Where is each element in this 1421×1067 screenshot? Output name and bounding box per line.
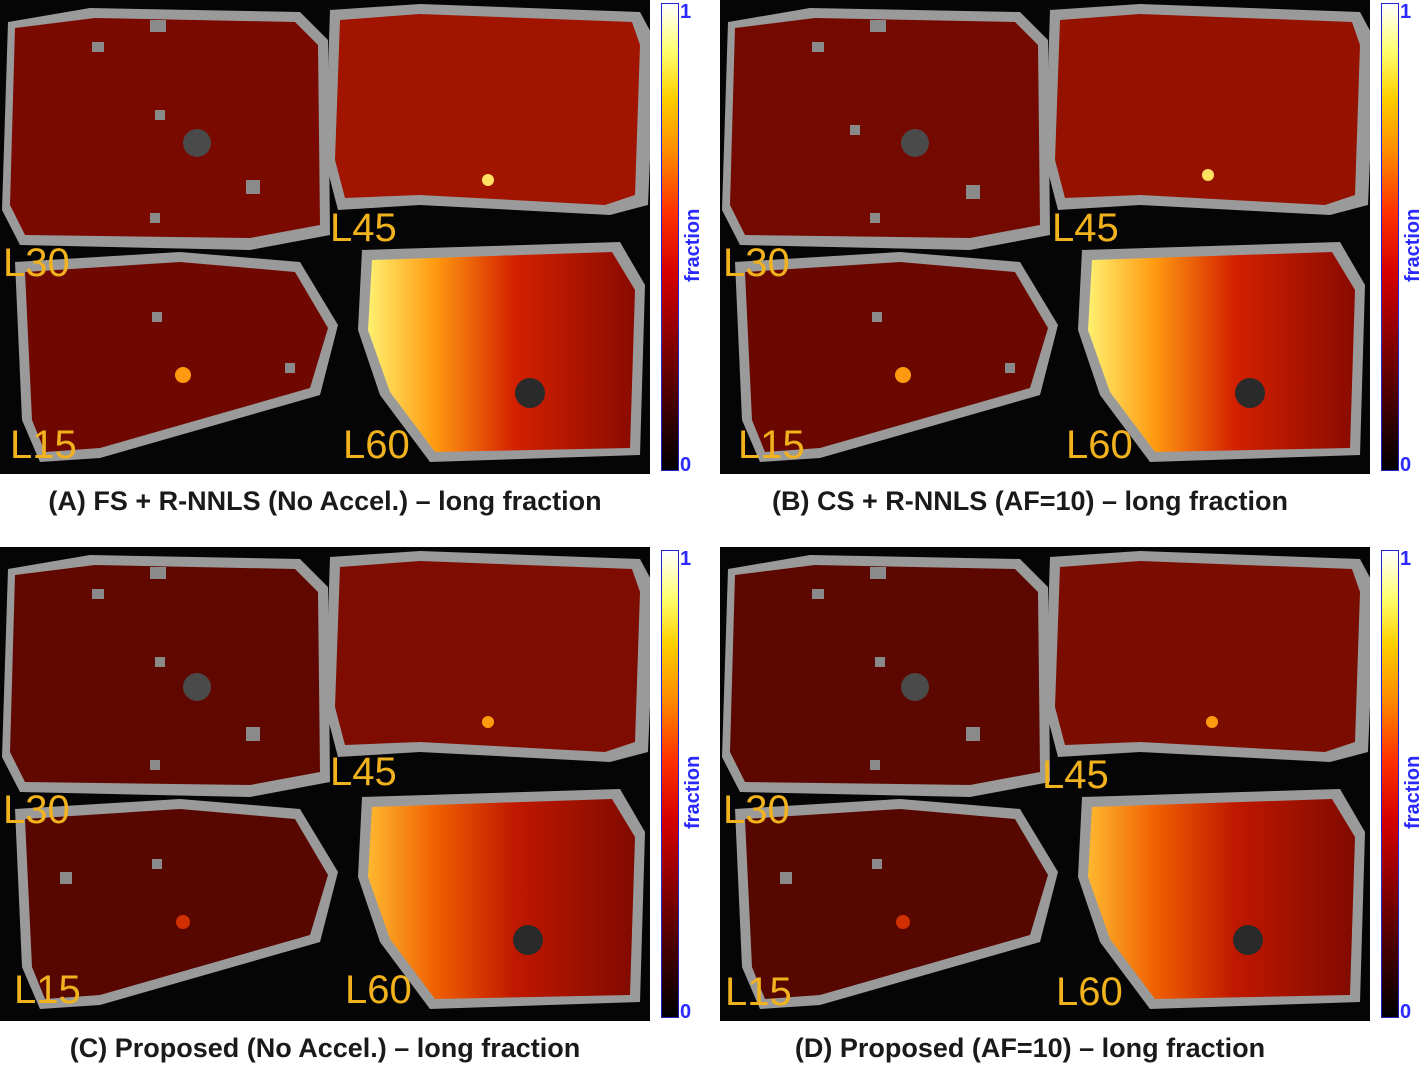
panel-a-image xyxy=(0,0,650,474)
roi-label-l45: L45 xyxy=(1052,206,1119,250)
panel-d-caption: (D) Proposed (AF=10) – long fraction xyxy=(794,1033,1266,1063)
colorbar xyxy=(1381,550,1399,1018)
roi-label-l30: L30 xyxy=(3,788,70,832)
roi-label-l45: L45 xyxy=(1042,753,1109,797)
colorbar-max-tick: 1 xyxy=(1400,1,1412,23)
roi-label-l60: L60 xyxy=(1056,970,1123,1014)
roi-label-l15: L15 xyxy=(738,423,805,467)
roi-label-l15: L15 xyxy=(725,970,792,1014)
roi-label-l15: L15 xyxy=(10,423,77,467)
colorbar-min-tick: 0 xyxy=(680,1001,692,1023)
roi-label-l60: L60 xyxy=(1066,423,1133,467)
roi-label-l60: L60 xyxy=(345,968,412,1012)
panel-b-image xyxy=(720,0,1370,474)
roi-label-l60: L60 xyxy=(343,423,410,467)
colorbar-min-tick: 0 xyxy=(1400,454,1412,476)
colorbar xyxy=(661,550,679,1018)
roi-label-l45: L45 xyxy=(330,750,397,794)
panel-a-caption: (A) FS + R-NNLS (No Accel.) – long fract… xyxy=(48,486,602,516)
colorbar-title: fraction xyxy=(682,208,704,282)
colorbar-min-tick: 0 xyxy=(680,454,692,476)
panel-c-image xyxy=(0,547,650,1021)
panel-d-image xyxy=(720,547,1370,1021)
colorbar-min-tick: 0 xyxy=(1400,1001,1412,1023)
colorbar-title: fraction xyxy=(1402,755,1421,829)
panel-b-caption: (B) CS + R-NNLS (AF=10) – long fraction xyxy=(771,486,1289,516)
colorbar-title: fraction xyxy=(682,755,704,829)
roi-label-l30: L30 xyxy=(723,241,790,285)
colorbar xyxy=(661,3,679,471)
roi-label-l30: L30 xyxy=(723,788,790,832)
colorbar-max-tick: 1 xyxy=(1400,548,1412,570)
panel-a-map xyxy=(2,4,650,462)
colorbar-max-tick: 1 xyxy=(680,1,692,23)
panel-b-map xyxy=(722,4,1370,462)
panel-d-map xyxy=(722,551,1370,1009)
colorbar xyxy=(1381,3,1399,471)
colorbar-title: fraction xyxy=(1402,208,1421,282)
roi-label-l30: L30 xyxy=(3,241,70,285)
panel-c-caption: (C) Proposed (No Accel.) – long fraction xyxy=(69,1033,581,1063)
panel-c-map xyxy=(2,551,650,1009)
roi-label-l15: L15 xyxy=(14,968,81,1012)
colorbar-max-tick: 1 xyxy=(680,548,692,570)
roi-label-l45: L45 xyxy=(330,206,397,250)
